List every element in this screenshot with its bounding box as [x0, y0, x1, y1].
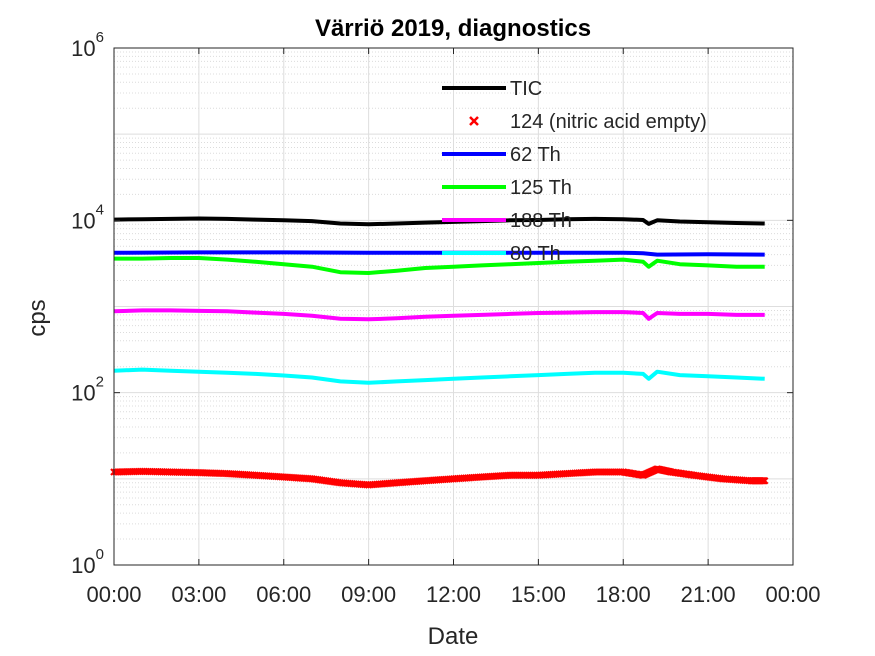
chart-title: Värriö 2019, diagnostics	[315, 15, 591, 42]
legend-label: 188 Th	[510, 210, 572, 232]
legend-label: 80 Th	[510, 243, 561, 265]
y-axis-label: cps	[24, 299, 51, 336]
series-line-5	[113, 367, 765, 385]
legend: TIC 124 (nitric acid empty) 62 Th 125 Th 188…	[442, 78, 707, 265]
x-tick-label: 21:00	[681, 582, 736, 607]
legend-marker	[469, 116, 479, 126]
x-tick-label: 03:00	[171, 582, 226, 607]
y-tick-label: 100	[71, 546, 104, 578]
x-tick-labels: 00:00 03:00 06:00 09:00 12:00 15:00 18:00 21:00…	[86, 48, 821, 607]
x-tick-label: 00:00	[765, 582, 820, 607]
y-tick-label: 106	[71, 29, 104, 61]
series-line-3	[114, 256, 765, 275]
series-124-markers	[110, 465, 769, 489]
y-tick-label: 102	[71, 374, 104, 406]
x-tick-label: 06:00	[256, 582, 311, 607]
plot-lines	[110, 216, 769, 489]
y-tick-label: 104	[71, 201, 104, 233]
series-line-2	[113, 250, 765, 257]
x-axis-label: Date	[428, 623, 479, 650]
x-tick-label: 12:00	[426, 582, 481, 607]
x-tick-label: 00:00	[86, 582, 141, 607]
x-tick-label: 09:00	[341, 582, 396, 607]
legend-label: 125 Th	[510, 177, 572, 199]
y-tick-labels: 100 102 104 106	[71, 29, 793, 578]
x-tick-label: 18:00	[596, 582, 651, 607]
legend-label: TIC	[510, 78, 542, 100]
legend-label: 62 Th	[510, 144, 561, 166]
legend-label: 124 (nitric acid empty)	[510, 111, 707, 133]
series-line-4	[113, 308, 765, 322]
x-tick-label: 15:00	[511, 582, 566, 607]
data-point	[760, 476, 769, 485]
